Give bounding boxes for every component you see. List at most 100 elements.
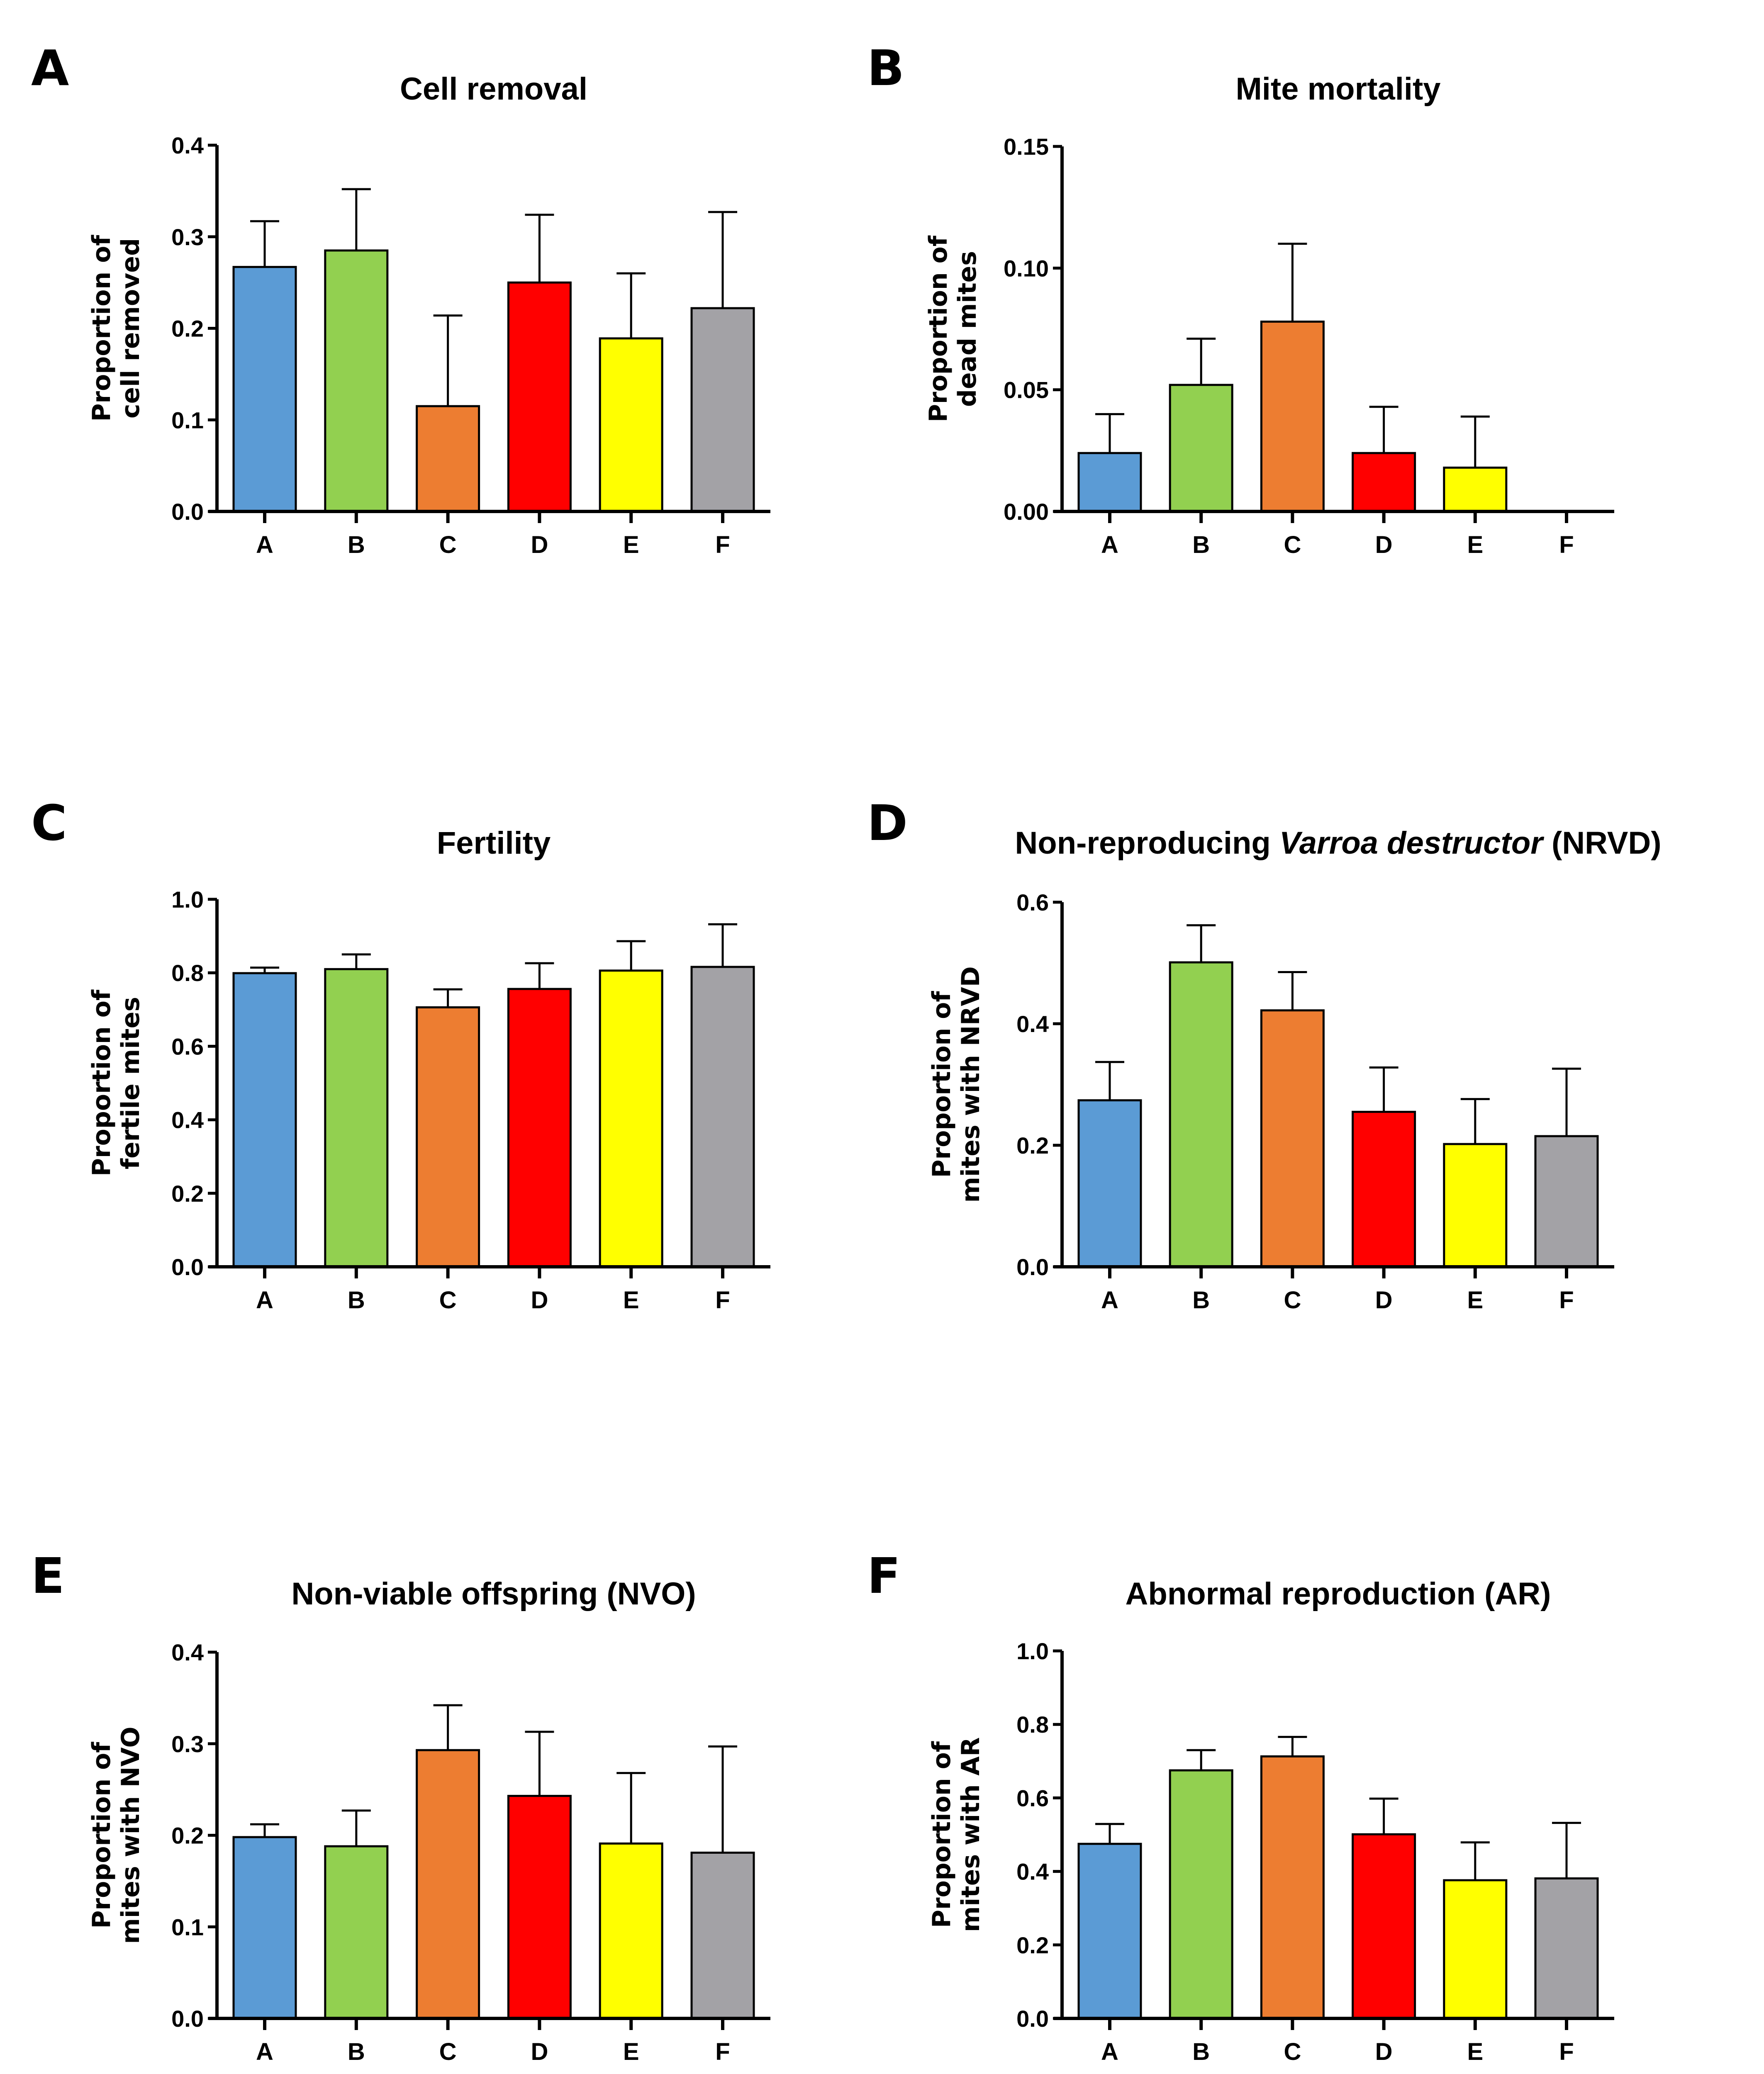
panel-e: E Non-viable offspring (NVO) Proportion of…	[31, 1547, 770, 2065]
bar-d	[507, 281, 572, 513]
bar-c	[416, 405, 480, 513]
x-tick-label: B	[348, 1287, 365, 1314]
y-tick-label: 0.00	[1004, 499, 1049, 525]
y-tick-label: 0.2	[1016, 1932, 1049, 1958]
chart-title: Abnormal reproduction (AR)	[1126, 1576, 1551, 1611]
x-tick-label: C	[1284, 1287, 1301, 1314]
bar-c	[1260, 1755, 1325, 2020]
y-tick-label: 0.0	[171, 1254, 204, 1280]
panel-f: F Abnormal reproduction (AR) Proportion of…	[867, 1547, 1614, 2065]
x-tick-label: E	[623, 2038, 639, 2065]
title-part: Cell removal	[400, 71, 587, 107]
y-tick-label: 0.6	[1016, 889, 1049, 915]
y-tick-label: 0.1	[171, 407, 204, 433]
y-tick-label: 0.2	[171, 1181, 204, 1207]
y-tick-label: 0.0	[1016, 1254, 1049, 1280]
bar-b	[1169, 961, 1233, 1268]
bar-f	[690, 307, 755, 513]
panel-d: D Non-reproducing Varroa destructor (NRVD…	[867, 794, 1662, 1314]
x-tick-label: E	[1467, 1287, 1483, 1314]
y-axis-label: cell removed	[116, 238, 145, 419]
bar-d	[507, 1795, 572, 2020]
x-tick-label: D	[531, 2038, 548, 2065]
bar-e	[599, 969, 663, 1268]
x-tick-label: D	[1375, 531, 1393, 558]
x-tick-label: C	[439, 2038, 457, 2065]
bar-a	[1077, 1843, 1142, 2020]
y-axis-label: mites with AR	[956, 1737, 985, 1932]
y-tick-label: 0.1	[171, 1914, 204, 1940]
bar-f	[1534, 1877, 1599, 2020]
x-tick-label: E	[623, 1287, 639, 1314]
panel-letter: C	[31, 794, 67, 852]
bar-f	[690, 1851, 755, 2020]
y-tick-label: 0.0	[171, 499, 204, 525]
y-tick-label: 0.15	[1004, 134, 1049, 160]
panel-letter: B	[867, 39, 904, 97]
bar-a	[232, 266, 297, 513]
x-tick-label: F	[1559, 531, 1574, 558]
x-tick-label: F	[1559, 2038, 1574, 2065]
x-tick-label: A	[256, 1287, 273, 1314]
x-tick-label: E	[1467, 531, 1483, 558]
y-tick-label: 0.6	[1016, 1785, 1049, 1811]
y-tick-label: 0.8	[171, 960, 204, 986]
y-axis-label: mites with NRVD	[956, 966, 985, 1203]
title-part: Mite mortality	[1235, 71, 1440, 107]
bar-c	[416, 1006, 480, 1268]
title-part: Non-viable offspring (NVO)	[291, 1576, 696, 1611]
y-tick-label: 0.3	[171, 224, 204, 250]
panel-letter: A	[31, 39, 69, 97]
y-tick-label: 0.2	[1016, 1132, 1049, 1159]
chart-title: Cell removal	[400, 71, 587, 107]
bar-b	[1169, 1769, 1233, 2020]
bar-f	[690, 966, 755, 1268]
x-tick-label: F	[715, 531, 730, 558]
x-tick-label: E	[1467, 2038, 1483, 2065]
x-tick-label: D	[1375, 1287, 1393, 1314]
y-tick-label: 0.2	[171, 1823, 204, 1849]
x-tick-label: C	[1284, 2038, 1301, 2065]
x-tick-label: A	[256, 2038, 273, 2065]
y-tick-label: 0.0	[171, 2006, 204, 2032]
x-tick-label: B	[1192, 1287, 1210, 1314]
x-tick-label: A	[256, 531, 273, 558]
y-tick-label: 0.4	[1016, 1011, 1049, 1037]
bar-e	[1443, 466, 1508, 513]
panel-letter: F	[867, 1547, 901, 1604]
chart-title: Mite mortality	[1235, 71, 1440, 107]
y-tick-label: 0.10	[1004, 255, 1049, 281]
x-tick-label: A	[1101, 1287, 1118, 1314]
x-tick-label: B	[1192, 2038, 1210, 2065]
y-axis-label: mites with NVO	[116, 1727, 145, 1944]
bar-d	[1352, 1833, 1416, 2020]
y-tick-label: 0.2	[171, 316, 204, 342]
y-tick-label: 0.4	[171, 132, 204, 158]
x-tick-label: A	[1101, 531, 1118, 558]
x-tick-label: F	[1559, 1287, 1574, 1314]
bar-e	[599, 1842, 663, 2020]
panel-c: C Fertility Proportion of fertile mites A B C D…	[31, 794, 770, 1314]
title-part: Abnormal reproduction (AR)	[1126, 1576, 1551, 1611]
chart-title: Non-viable offspring (NVO)	[291, 1576, 696, 1611]
x-tick-label: B	[348, 2038, 365, 2065]
y-tick-label: 0.4	[1016, 1859, 1049, 1885]
y-tick-label: 1.0	[171, 886, 204, 913]
bar-e	[599, 337, 663, 513]
bar-c	[1260, 1009, 1325, 1268]
x-tick-label: A	[1101, 2038, 1118, 2065]
y-tick-label: 0.8	[1016, 1711, 1049, 1738]
x-tick-label: C	[439, 1287, 457, 1314]
x-tick-label: C	[1284, 531, 1301, 558]
bar-e	[1443, 1143, 1508, 1268]
bar-b	[324, 968, 389, 1268]
y-tick-label: 0.0	[1016, 2006, 1049, 2032]
y-tick-label: 1.0	[1016, 1638, 1049, 1664]
x-tick-label: F	[715, 2038, 730, 2065]
panel-letter: E	[31, 1547, 65, 1604]
x-tick-label: E	[623, 531, 639, 558]
y-axis-label: Proportion of	[927, 1741, 956, 1928]
x-tick-label: F	[715, 1287, 730, 1314]
x-tick-label: D	[531, 1287, 548, 1314]
